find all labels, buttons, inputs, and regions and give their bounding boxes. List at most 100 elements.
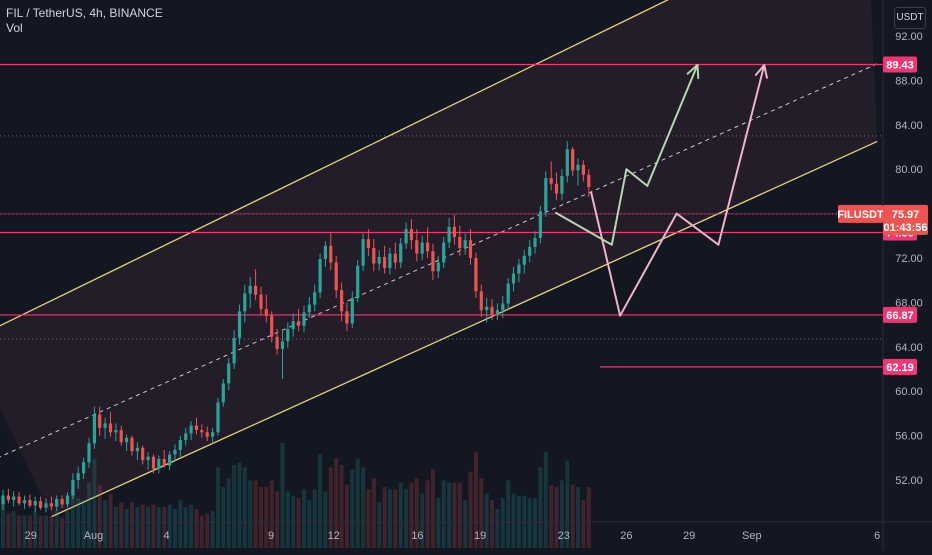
- candle-body: [302, 312, 306, 326]
- volume-bar: [173, 509, 177, 548]
- candle-body: [248, 285, 252, 294]
- volume-bar: [146, 506, 151, 548]
- candle-body: [571, 149, 575, 171]
- x-tick-label: 23: [558, 530, 570, 542]
- volume-bar: [130, 502, 134, 548]
- candle-body: [44, 503, 48, 508]
- candle-body: [141, 447, 145, 460]
- price-axis[interactable]: 92.00 88.00 84.00 80.00 72.00 68.00 64.00 60.00…: [883, 0, 932, 522]
- volume-bar: [76, 498, 81, 548]
- y-tick-label: 68.00: [895, 297, 923, 309]
- candle-body: [205, 432, 209, 437]
- candle-body: [227, 363, 231, 384]
- volume-bar: [436, 498, 441, 548]
- candle-body: [426, 242, 430, 252]
- volume-indicator-label[interactable]: Vol: [6, 21, 23, 35]
- candle-body: [356, 265, 360, 298]
- x-tick-label: 9: [268, 530, 274, 542]
- volume-bar: [92, 458, 97, 548]
- candle-body: [501, 303, 505, 311]
- volume-bar: [151, 504, 156, 548]
- channel-lower-line[interactable]: [51, 140, 878, 518]
- volume-bar: [479, 478, 484, 548]
- volume-bar: [162, 506, 167, 548]
- volume-bar: [87, 482, 91, 548]
- candle-body: [98, 414, 102, 428]
- volume-bar: [371, 478, 376, 548]
- candle-body: [549, 178, 553, 184]
- candle-body: [211, 432, 215, 437]
- volume-bar: [441, 480, 446, 548]
- volume-bar: [275, 491, 280, 548]
- candle-body: [200, 430, 204, 433]
- candle-body: [431, 251, 435, 272]
- volume-bar: [339, 465, 344, 548]
- volume-bar: [194, 509, 199, 548]
- candle-body: [184, 433, 188, 441]
- price-tag: [883, 204, 928, 235]
- y-tick-label: 64.00: [895, 342, 923, 354]
- candle-body: [157, 458, 161, 469]
- projection-arrow-green-head[interactable]: [686, 63, 700, 79]
- volume-bar: [484, 493, 489, 548]
- volume-bar: [490, 500, 494, 548]
- projection-arrow-pink-head[interactable]: [754, 63, 769, 79]
- countdown-text: 01:43:56: [883, 222, 927, 234]
- projection-arrow-pink[interactable]: [589, 64, 766, 317]
- candle-body: [409, 229, 413, 241]
- volume-bar: [70, 491, 75, 548]
- x-tick-label: 29: [25, 530, 37, 542]
- candle-body: [383, 256, 387, 268]
- symbol-title[interactable]: FIL / TetherUS, 4h, BINANCE: [6, 6, 163, 20]
- candle-body: [366, 239, 370, 248]
- candle-body: [151, 456, 156, 469]
- candle-body: [511, 273, 516, 284]
- x-tick-label: 4: [164, 530, 170, 542]
- y-tick-label: 56.00: [895, 431, 923, 443]
- volume-bar: [269, 480, 274, 548]
- candle-body: [345, 311, 349, 324]
- volume-bar: [280, 443, 285, 548]
- candle-body: [420, 242, 424, 254]
- volume-bar: [44, 515, 48, 548]
- level-tag-text: 62.19: [886, 362, 914, 374]
- volume-bar: [11, 511, 16, 548]
- currency-button[interactable]: USDT: [894, 7, 926, 29]
- volume-bar: [549, 484, 554, 548]
- candle-body: [522, 255, 526, 265]
- y-tick-label: 60.00: [895, 386, 923, 398]
- volume-bar: [404, 489, 409, 548]
- volume-bar: [81, 500, 86, 548]
- candle-body: [243, 293, 247, 312]
- level-tag-text: 66.87: [886, 310, 914, 322]
- volume-bar: [103, 500, 108, 548]
- volume-bar: [414, 478, 419, 548]
- volume-bar: [22, 515, 27, 548]
- candle-body: [399, 243, 403, 263]
- candle-body: [291, 321, 295, 330]
- volume-bar: [312, 489, 317, 548]
- projection-arrows[interactable]: [554, 63, 769, 317]
- candle-body: [103, 423, 107, 428]
- volume-bar: [232, 465, 237, 548]
- horizontal-levels[interactable]: [0, 63, 883, 368]
- candle-body: [87, 443, 91, 463]
- volume-bar: [124, 509, 129, 548]
- y-tick-label: 88.00: [895, 75, 923, 87]
- volume-bar: [189, 504, 194, 548]
- candle-body: [538, 211, 542, 238]
- candle-body: [533, 238, 537, 247]
- chart-header: FIL / TetherUS, 4h, BINANCE Vol: [6, 6, 163, 36]
- level-tag: [883, 306, 917, 323]
- volume-bar: [216, 467, 220, 548]
- candles: [1, 141, 591, 513]
- y-tick-label: 80.00: [895, 164, 923, 176]
- volume-bar: [253, 480, 258, 548]
- projection-arrow-green[interactable]: [554, 64, 699, 246]
- channel-upper-line[interactable]: [0, 0, 867, 341]
- channel-midline[interactable]: [0, 63, 878, 471]
